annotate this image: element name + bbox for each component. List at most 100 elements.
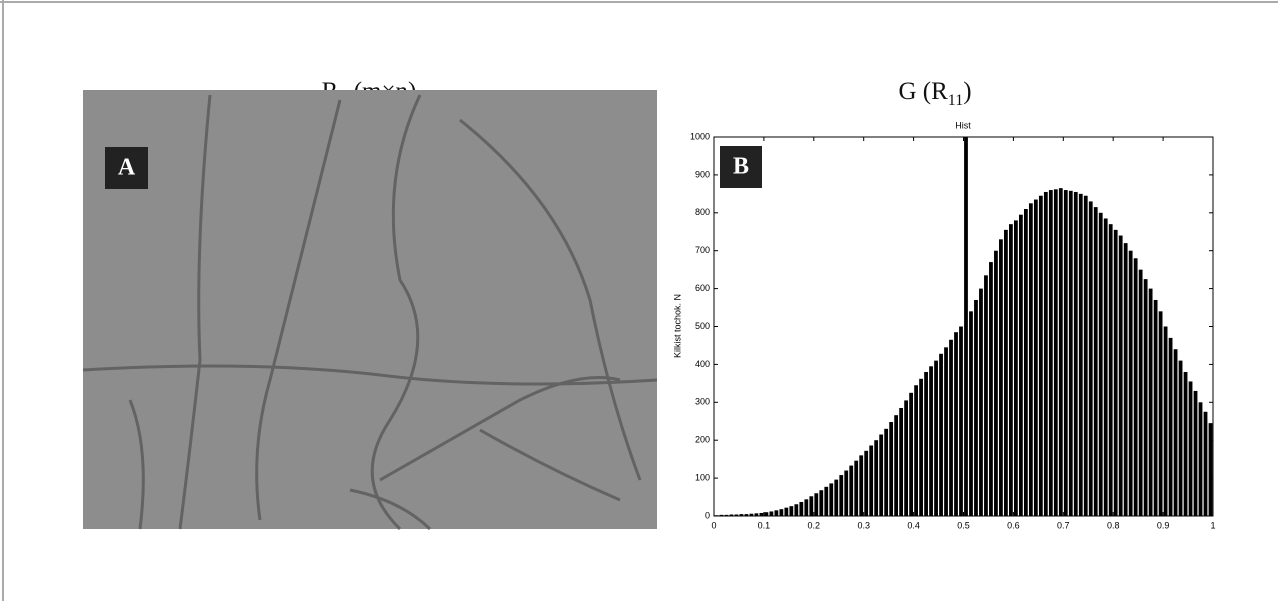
bar bbox=[1138, 269, 1143, 516]
bar bbox=[819, 490, 824, 516]
y-tick-label: 500 bbox=[695, 321, 710, 331]
bar bbox=[744, 514, 749, 516]
bar bbox=[929, 366, 933, 516]
bar bbox=[864, 450, 869, 516]
bar bbox=[1063, 190, 1068, 516]
bar bbox=[789, 506, 794, 516]
bar bbox=[1133, 258, 1138, 516]
image-cracks bbox=[82, 94, 658, 531]
bar bbox=[794, 504, 799, 516]
bar bbox=[1088, 201, 1093, 516]
bar bbox=[1178, 360, 1183, 516]
bar bbox=[889, 422, 894, 516]
bar bbox=[894, 415, 899, 516]
bar bbox=[749, 513, 754, 516]
bar bbox=[989, 262, 993, 516]
bar bbox=[884, 428, 889, 516]
bar bbox=[1183, 371, 1188, 516]
bar bbox=[869, 445, 874, 516]
bar bbox=[1043, 191, 1048, 516]
y-tick-label: 100 bbox=[695, 472, 710, 482]
bar bbox=[1058, 188, 1063, 517]
bar bbox=[1048, 190, 1053, 516]
bar bbox=[924, 371, 928, 516]
bar bbox=[1123, 243, 1128, 516]
bar bbox=[1198, 402, 1203, 516]
bar bbox=[1004, 229, 1008, 517]
y-tick-label: 0 bbox=[705, 510, 710, 520]
bar bbox=[954, 332, 958, 516]
bar bbox=[944, 347, 948, 516]
x-tick-label: 0.5 bbox=[957, 520, 970, 530]
bar bbox=[939, 353, 943, 516]
bar bbox=[764, 512, 769, 516]
bar bbox=[1108, 224, 1113, 517]
bar bbox=[914, 385, 918, 516]
bar bbox=[854, 460, 859, 516]
bar bbox=[719, 514, 724, 516]
panel-label: A bbox=[118, 155, 136, 181]
bar bbox=[1103, 218, 1108, 517]
plot-area: 0 100 200 300 400 500 600 700 800 900 1000 0 0.1 0.2 0… bbox=[690, 131, 1216, 530]
bar bbox=[739, 514, 744, 516]
bar bbox=[969, 311, 973, 516]
panel-label-box bbox=[720, 146, 762, 188]
x-tick-label: 0.3 bbox=[857, 520, 870, 530]
x-tick-label: 0.4 bbox=[907, 520, 920, 530]
y-tick-label: 200 bbox=[695, 435, 710, 445]
x-tick-label: 0.9 bbox=[1157, 520, 1170, 530]
bar bbox=[1028, 203, 1033, 516]
x-tick-label: 0.2 bbox=[808, 520, 821, 530]
bar bbox=[1203, 411, 1208, 516]
bar bbox=[994, 250, 998, 516]
bar bbox=[919, 378, 923, 516]
panel-label: B bbox=[733, 154, 749, 180]
y-tick-label: 800 bbox=[695, 207, 710, 217]
bar bbox=[899, 407, 904, 516]
bar bbox=[1128, 250, 1133, 516]
y-tick-label: 600 bbox=[695, 283, 710, 293]
bar bbox=[799, 501, 804, 516]
y-tick-label: 400 bbox=[695, 359, 710, 369]
bar bbox=[1073, 191, 1078, 516]
bar bbox=[909, 392, 913, 516]
bar bbox=[839, 475, 844, 516]
bar bbox=[779, 509, 784, 516]
bar bbox=[769, 511, 774, 516]
bar bbox=[1208, 423, 1213, 516]
bar bbox=[734, 514, 739, 516]
bar bbox=[904, 400, 909, 516]
bar bbox=[1153, 299, 1158, 516]
bar bbox=[874, 440, 879, 516]
bar bbox=[984, 275, 988, 516]
bar bbox=[1148, 288, 1153, 516]
bar bbox=[1038, 195, 1043, 516]
bar bbox=[759, 512, 764, 516]
bar bbox=[1118, 235, 1123, 517]
bar bbox=[999, 239, 1003, 516]
bar bbox=[964, 137, 968, 516]
bar bbox=[804, 499, 809, 516]
x-tick-label: 0 bbox=[711, 520, 716, 530]
bar bbox=[784, 507, 789, 516]
x-tick-label: 0.6 bbox=[1007, 520, 1020, 530]
bar bbox=[1113, 229, 1118, 517]
bar bbox=[1163, 326, 1168, 516]
bar bbox=[1158, 311, 1163, 516]
y-tick-label: 300 bbox=[695, 397, 710, 407]
bar bbox=[849, 465, 854, 516]
bar bbox=[844, 470, 849, 516]
bar bbox=[1083, 195, 1088, 516]
bar bbox=[1188, 381, 1193, 516]
bar bbox=[979, 288, 983, 516]
bar bbox=[1098, 212, 1103, 517]
bar bbox=[834, 479, 839, 516]
bar bbox=[934, 360, 938, 516]
x-tick-label: 0.1 bbox=[758, 520, 771, 530]
bar bbox=[829, 483, 834, 516]
bar bbox=[1068, 190, 1073, 516]
bar bbox=[1093, 207, 1098, 517]
bar bbox=[859, 455, 864, 516]
y-tick-label: 700 bbox=[695, 245, 710, 255]
